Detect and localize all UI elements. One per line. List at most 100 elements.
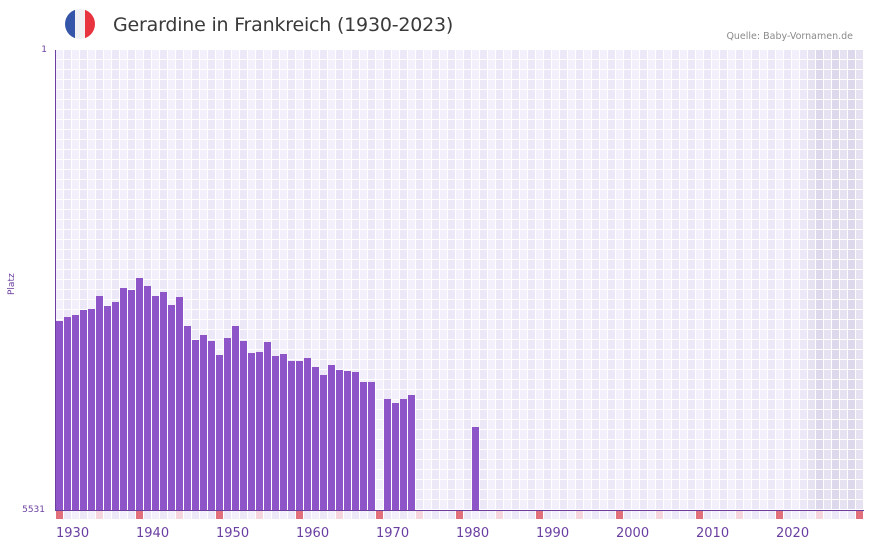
grid-cell <box>832 410 839 419</box>
grid-cell <box>464 100 471 109</box>
bar-1935[interactable] <box>96 295 103 510</box>
bar-1963[interactable] <box>320 374 327 510</box>
bar-1937[interactable] <box>112 301 119 510</box>
grid-cell <box>448 130 455 139</box>
bar-1958[interactable] <box>280 354 287 510</box>
grid-cell <box>312 160 319 169</box>
grid-cell <box>256 340 263 349</box>
bar-1971[interactable] <box>384 399 391 510</box>
bar-1947[interactable] <box>192 339 199 510</box>
grid-cell <box>480 320 487 329</box>
bar-1973[interactable] <box>400 399 407 510</box>
grid-cell <box>176 80 183 89</box>
bar-1944[interactable] <box>168 304 175 510</box>
bar-1965[interactable] <box>336 370 343 510</box>
bar-1941[interactable] <box>144 285 151 510</box>
bar-1940[interactable] <box>136 277 143 510</box>
grid-cell <box>184 90 191 99</box>
grid-cell <box>256 220 263 229</box>
grid-cell <box>224 150 231 159</box>
grid-cell <box>752 380 759 389</box>
bar-1932[interactable] <box>72 314 79 510</box>
grid-cell <box>688 50 695 59</box>
grid-cell <box>776 260 783 269</box>
grid-cell <box>280 220 287 229</box>
bar-1946[interactable] <box>184 326 191 510</box>
bar-1933[interactable] <box>80 310 87 510</box>
bar-1982[interactable] <box>472 426 479 510</box>
grid-cell <box>256 170 263 179</box>
grid-cell <box>128 190 135 199</box>
grid-cell <box>600 300 607 309</box>
bar-1949[interactable] <box>208 340 215 510</box>
grid-cell <box>632 420 639 429</box>
grid-cell <box>680 430 687 439</box>
bar-1961[interactable] <box>304 358 311 510</box>
bar-1934[interactable] <box>88 309 95 510</box>
grid-cell <box>360 250 367 259</box>
bar-1956[interactable] <box>264 341 271 510</box>
grid-cell <box>488 150 495 159</box>
bar-1936[interactable] <box>104 305 111 510</box>
grid-cell <box>552 390 559 399</box>
grid-cell <box>360 150 367 159</box>
grid-cell <box>488 500 495 509</box>
grid-cell <box>712 90 719 99</box>
grid-cell <box>168 130 175 139</box>
bar-1951[interactable] <box>224 337 231 510</box>
grid-cell <box>816 420 823 429</box>
grid-cell <box>80 270 87 279</box>
grid-cell <box>104 130 111 139</box>
grid-cell <box>488 50 495 59</box>
bar-1968[interactable] <box>360 381 367 510</box>
bar-1966[interactable] <box>344 371 351 510</box>
grid-cell <box>600 320 607 329</box>
bar-1942[interactable] <box>152 295 159 510</box>
bar-1943[interactable] <box>160 291 167 510</box>
grid-cell <box>448 220 455 229</box>
grid-cell <box>584 160 591 169</box>
grid-cell <box>280 130 287 139</box>
bar-1967[interactable] <box>352 372 359 510</box>
bar-1950[interactable] <box>216 355 223 510</box>
grid-cell <box>824 400 831 409</box>
bar-1962[interactable] <box>312 367 319 510</box>
bar-1938[interactable] <box>120 287 127 510</box>
grid-cell <box>576 480 583 489</box>
grid-cell <box>736 180 743 189</box>
grid-cell <box>824 100 831 109</box>
grid-cell <box>840 70 847 79</box>
grid-cell <box>696 480 703 489</box>
grid-cell <box>840 170 847 179</box>
bar-1931[interactable] <box>64 317 71 510</box>
grid-cell <box>424 490 431 499</box>
bar-1930[interactable] <box>56 320 63 510</box>
bar-1969[interactable] <box>368 381 375 510</box>
grid-cell <box>712 500 719 509</box>
bar-1948[interactable] <box>200 334 207 510</box>
bar-1952[interactable] <box>232 326 239 510</box>
grid-cell <box>360 210 367 219</box>
grid-cell <box>568 70 575 79</box>
year-marker <box>296 511 303 519</box>
grid-cell <box>584 350 591 359</box>
bar-1959[interactable] <box>288 361 295 510</box>
grid-cell <box>432 350 439 359</box>
bar-1939[interactable] <box>128 289 135 510</box>
bar-1974[interactable] <box>408 395 415 510</box>
grid-cell <box>832 390 839 399</box>
bar-1957[interactable] <box>272 356 279 510</box>
grid-cell <box>256 180 263 189</box>
bar-1945[interactable] <box>176 296 183 510</box>
grid-cell <box>536 500 543 509</box>
grid-cell <box>392 330 399 339</box>
bar-1964[interactable] <box>328 365 335 510</box>
bar-1972[interactable] <box>392 403 399 510</box>
bar-1955[interactable] <box>256 352 263 510</box>
grid-cell <box>208 170 215 179</box>
grid-cell <box>656 280 663 289</box>
grid-cell <box>416 160 423 169</box>
bar-1954[interactable] <box>248 353 255 510</box>
bar-1960[interactable] <box>296 361 303 510</box>
bar-1953[interactable] <box>240 340 247 510</box>
